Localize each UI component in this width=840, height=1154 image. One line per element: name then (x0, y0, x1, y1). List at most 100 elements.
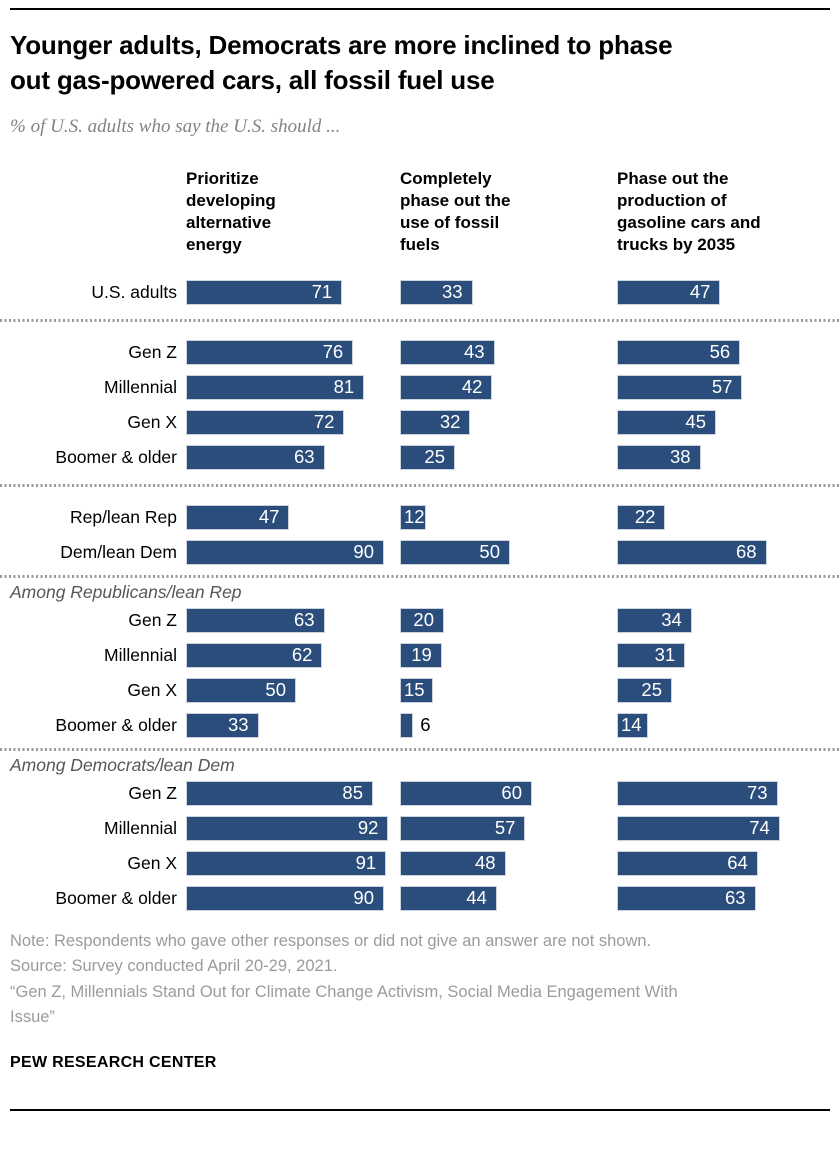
row-label: Boomer & older (55, 446, 177, 467)
source-text: Source: Survey conducted April 20-29, 20… (10, 957, 338, 975)
bar-value: 20 (413, 608, 434, 630)
bar-value: 62 (291, 643, 313, 665)
bar: 31 (617, 642, 686, 668)
bar-value: 85 (342, 781, 363, 803)
bar: 43 (400, 339, 495, 365)
bar-value: 74 (749, 816, 770, 838)
bar-cell: 50 (186, 677, 400, 703)
bar-value: 47 (689, 280, 711, 302)
bar-cell: 76 (186, 339, 400, 365)
bar: 33 (186, 712, 259, 738)
bar: 50 (400, 539, 510, 565)
column-headers: Prioritize developing alternative energy… (10, 168, 830, 256)
bar: 62 (186, 642, 323, 668)
bar-cell: 15 (400, 677, 617, 703)
bar: 12 (400, 504, 427, 530)
bar-value: 47 (258, 505, 280, 527)
bar (400, 712, 414, 738)
bar-cell: 63 (186, 444, 400, 470)
chart-title: Younger adults, Democrats are more incli… (10, 29, 673, 95)
bar-cell: 81 (186, 374, 400, 400)
bar-cell: 12 (400, 504, 617, 530)
bar-value: 45 (685, 410, 706, 432)
bar: 47 (186, 504, 290, 530)
bar-row: Dem/lean Dem 90 50 68 (10, 539, 830, 565)
bar-cell: 33 (186, 712, 400, 738)
column-headers-spacer (10, 168, 186, 256)
bar: 91 (186, 850, 387, 876)
row-label: Millennial (104, 376, 177, 397)
bar-cell: 63 (617, 885, 830, 911)
section-divider (0, 318, 840, 322)
report-title-text: “Gen Z, Millennials Stand Out for Climat… (10, 982, 678, 1027)
bar-cell: 92 (186, 815, 400, 841)
bar-value: 33 (228, 713, 249, 735)
bar-cell: 43 (400, 339, 617, 365)
note-text: Note: Respondents who gave other respons… (10, 931, 652, 950)
column-header-gasoline-cars: Phase out the production of gasoline car… (617, 168, 830, 256)
bar-row: Gen X 91 48 64 (10, 850, 830, 876)
bar-cell: 57 (617, 374, 830, 400)
bar-value: 92 (357, 816, 379, 838)
column-header-text: Prioritize developing alternative energy (186, 168, 276, 254)
bar-value: 43 (464, 340, 485, 362)
bar-cell: 74 (617, 815, 830, 841)
bar-cell: 85 (186, 780, 400, 806)
row-label: Millennial (104, 644, 177, 665)
bar-value: 42 (461, 375, 483, 397)
bar-cell: 25 (400, 444, 617, 470)
bar-value: 90 (353, 886, 374, 908)
bar-cell: 50 (400, 539, 617, 565)
bar: 45 (617, 409, 716, 435)
row-label: Rep/lean Rep (69, 506, 177, 527)
bar-cell: 44 (400, 885, 617, 911)
bar-row: Rep/lean Rep 47 12 22 (10, 504, 830, 530)
row-label: Gen X (127, 679, 177, 700)
row-label: Gen X (127, 411, 177, 432)
column-header-fossil-fuels: Completely phase out the use of fossil f… (400, 168, 617, 256)
bar-cell: 6 (400, 712, 617, 738)
bar-cell: 45 (617, 409, 830, 435)
bar-value: 91 (355, 851, 377, 873)
bar: 85 (186, 780, 373, 806)
bar: 92 (186, 815, 389, 841)
bar-cell: 71 (186, 279, 400, 305)
bar-row: Gen Z 63 20 34 (10, 607, 830, 633)
bar: 56 (617, 339, 741, 365)
bar: 33 (400, 279, 473, 305)
bar-cell: 14 (617, 712, 830, 738)
bar-value: 14 (621, 713, 642, 735)
column-header-text: Phase out the production of gasoline car… (617, 168, 761, 254)
bar-value: 57 (494, 816, 516, 838)
bar: 42 (400, 374, 493, 400)
bar-value: 38 (670, 445, 691, 467)
bar: 72 (186, 409, 345, 435)
bar-value: 68 (736, 540, 757, 562)
bar-cell: 31 (617, 642, 830, 668)
bar-cell: 38 (617, 444, 830, 470)
bar-value: 81 (333, 375, 355, 397)
bar-value: 76 (322, 340, 344, 362)
bar-cell: 47 (617, 279, 830, 305)
bar: 76 (186, 339, 354, 365)
bar-cell: 90 (186, 539, 400, 565)
bar: 50 (186, 677, 296, 703)
bar: 38 (617, 444, 701, 470)
row-label: Gen X (127, 852, 177, 873)
bar-value: 33 (442, 280, 463, 302)
section-label: Among Republicans/lean Rep (10, 581, 242, 602)
bar: 63 (186, 607, 325, 633)
bar-value: 56 (709, 340, 731, 362)
row-label: Boomer & older (55, 714, 177, 735)
bar-value: 63 (294, 608, 315, 630)
bar: 74 (617, 815, 780, 841)
bar-cell: 42 (400, 374, 617, 400)
row-label: Millennial (104, 817, 177, 838)
bar-value: 73 (747, 781, 768, 803)
top-rule (10, 8, 830, 10)
bar-cell: 19 (400, 642, 617, 668)
bar: 57 (400, 815, 526, 841)
chart-rows: U.S. adults 71 33 47 Gen Z 76 43 56 Millennial 81… (0, 279, 840, 911)
bar-row: Millennial 81 42 57 (10, 374, 830, 400)
bar-row: Millennial 62 19 31 (10, 642, 830, 668)
